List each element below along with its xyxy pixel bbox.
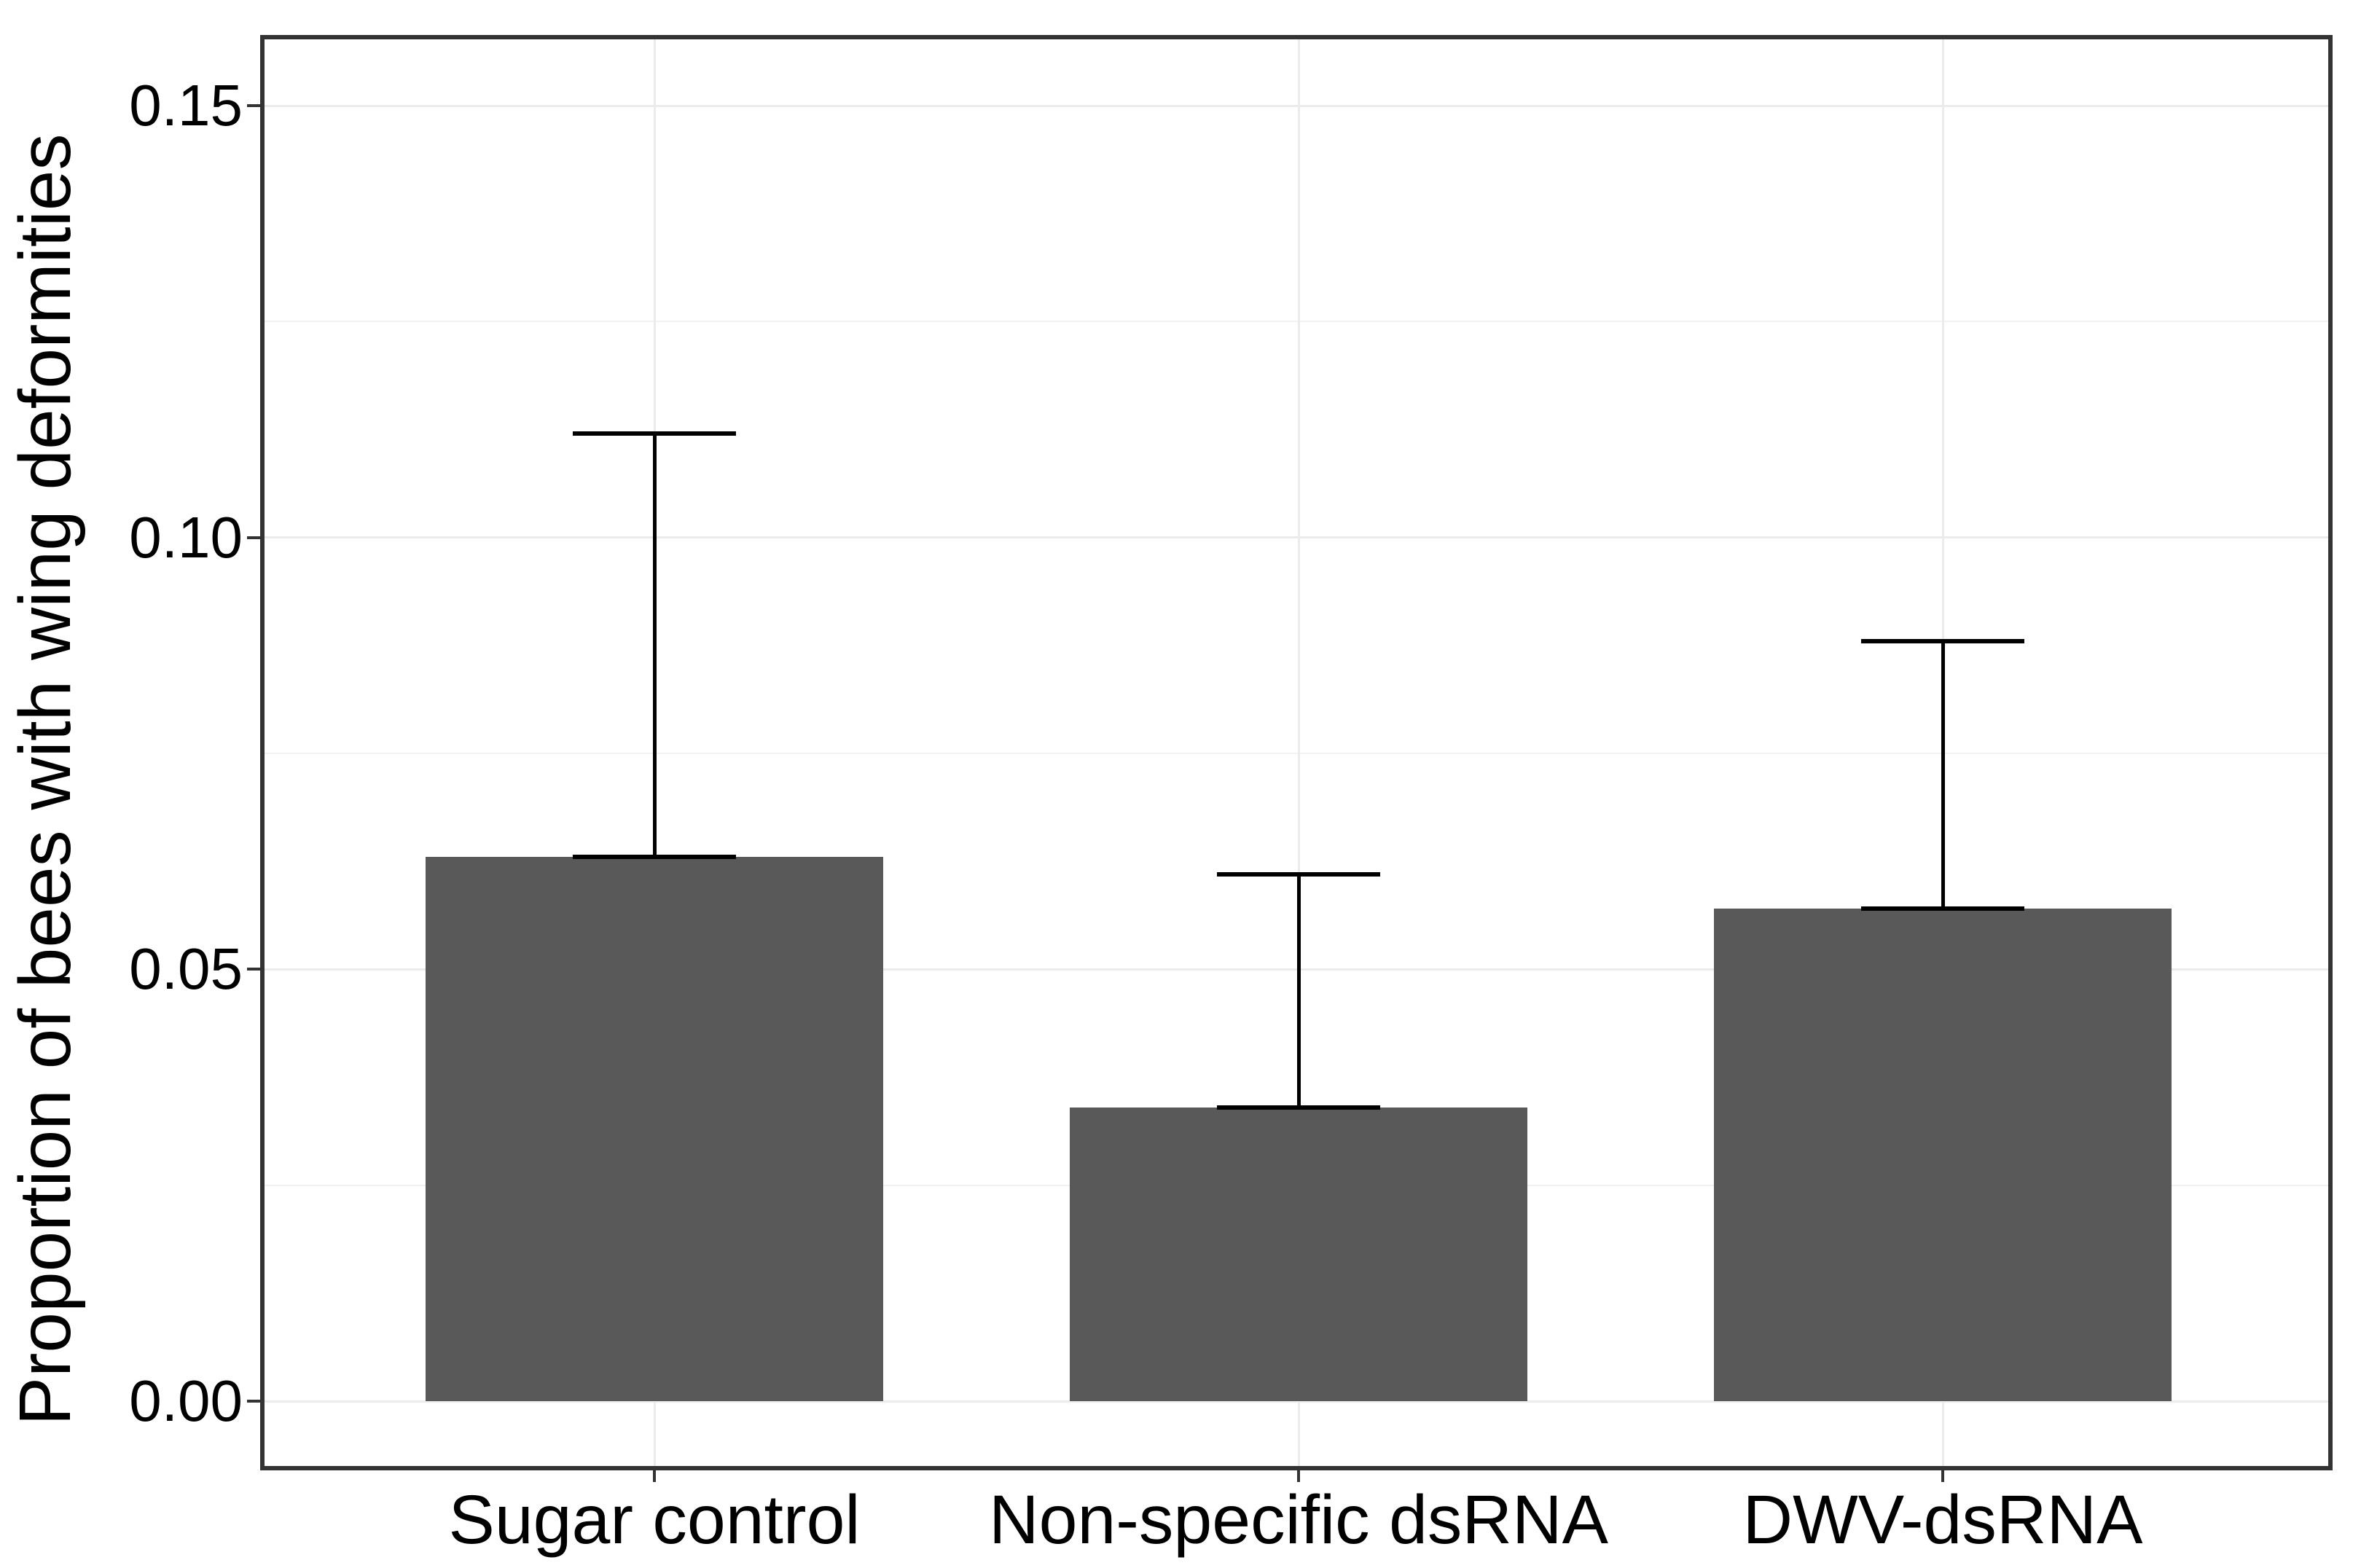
grid-line-minor <box>265 321 2328 323</box>
y-axis-tick <box>247 536 260 539</box>
bar-2 <box>1714 909 2172 1401</box>
y-axis-title: Proportion of bees with wing deformities <box>4 133 86 1426</box>
grid-line-minor <box>265 753 2328 754</box>
y-tick-label: 0.15 <box>129 73 243 138</box>
y-axis-tick <box>247 1400 260 1403</box>
grid-line-major <box>265 1400 2328 1403</box>
x-category-label: DWV-dsRNA <box>1742 1481 2143 1559</box>
bar-0 <box>426 857 883 1401</box>
grid-line-major <box>265 968 2328 971</box>
error-bar-whisker <box>1296 874 1301 1108</box>
error-bar-whisker <box>1941 640 1945 909</box>
x-category-label: Sugar control <box>448 1481 861 1559</box>
error-bar-cap-upper <box>573 431 736 436</box>
y-tick-label: 0.00 <box>129 1368 243 1433</box>
x-axis-tick <box>653 1470 656 1482</box>
x-axis-tick <box>1941 1470 1944 1482</box>
y-tick-label: 0.05 <box>129 936 243 1002</box>
error-bar-cap-lower <box>573 855 736 860</box>
plot-panel <box>260 35 2333 1470</box>
y-axis-tick <box>247 104 260 107</box>
x-category-label: Non-specific dsRNA <box>989 1481 1608 1559</box>
error-bar-cap-lower <box>1861 906 2024 912</box>
error-bar-cap-upper <box>1217 871 1380 877</box>
y-axis-tick <box>247 968 260 971</box>
x-axis-tick <box>1297 1470 1300 1482</box>
bar-1 <box>1070 1107 1527 1401</box>
grid-line-major <box>265 536 2328 539</box>
error-bar-whisker <box>652 434 657 858</box>
error-bar-cap-upper <box>1861 638 2024 643</box>
grid-line-major <box>265 104 2328 107</box>
grid-line-vertical <box>1297 39 1300 1466</box>
y-tick-label: 0.10 <box>129 504 243 570</box>
error-bar-cap-lower <box>1217 1105 1380 1110</box>
